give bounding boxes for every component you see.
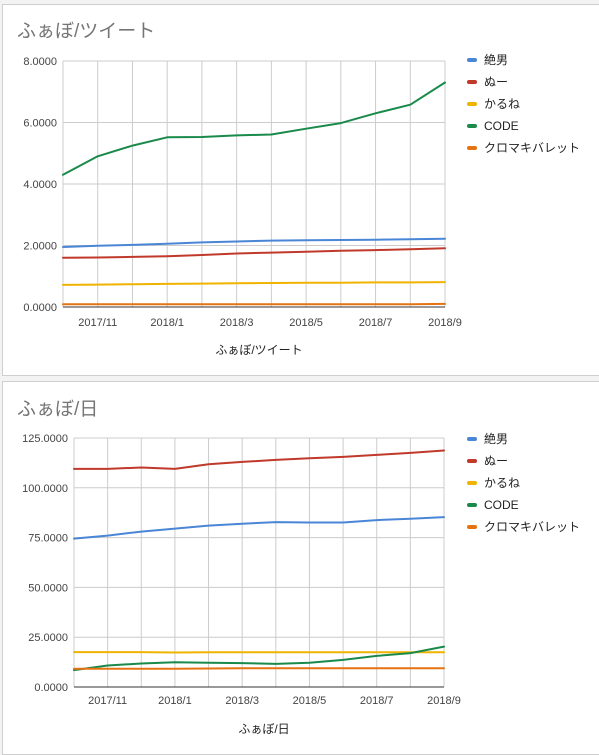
series-line-絶男 bbox=[62, 237, 446, 248]
legend-label: ぬー bbox=[484, 454, 508, 468]
x-axis-label: ふぁぼ/ツイート bbox=[215, 343, 302, 357]
y-tick-label: 75.0000 bbox=[28, 533, 68, 545]
x-tick-label: 2018/9 bbox=[427, 695, 461, 707]
chart-favs-per-day: ふぁぼ/日 0.0000 25.0000 50.0000 75.0000 100.0000… bbox=[17, 398, 580, 736]
y-tick-label: 25.0000 bbox=[28, 632, 68, 644]
y-tick-label: 8.0000 bbox=[23, 56, 57, 68]
legend-swatch bbox=[467, 437, 477, 441]
series-line-絶男 bbox=[73, 516, 445, 540]
x-tick-label: 2018/7 bbox=[359, 317, 393, 329]
legend-label: CODE bbox=[484, 498, 519, 512]
y-tick-label: 6.0000 bbox=[23, 118, 57, 130]
x-tick-label: 2017/11 bbox=[88, 695, 127, 707]
legend-swatch bbox=[467, 80, 477, 84]
chart-card-favs-per-tweet[interactable]: ふぁぼ/ツイート 0.0000 2.0000 4.0000 6.0000 8.0000 20… bbox=[2, 4, 599, 376]
x-axis-label: ふぁぼ/日 bbox=[238, 722, 289, 736]
legend-label: かるね bbox=[484, 97, 520, 111]
legend-swatch bbox=[467, 525, 477, 529]
series-line-ぬー bbox=[62, 247, 446, 259]
series-line-CODE bbox=[62, 81, 446, 176]
x-tick-label: 2018/9 bbox=[428, 317, 462, 329]
x-tick-label: 2018/5 bbox=[289, 317, 323, 329]
chart-card-favs-per-day[interactable]: ふぁぼ/日 0.0000 25.0000 50.0000 75.0000 100.0000… bbox=[2, 381, 599, 755]
series-line-ぬー bbox=[73, 449, 445, 470]
legend-swatch bbox=[467, 503, 477, 507]
chart-title: ふぁぼ/ツイート bbox=[17, 20, 155, 42]
series-line-CODE bbox=[73, 645, 445, 672]
x-tick-label: 2018/7 bbox=[360, 695, 394, 707]
legend-swatch bbox=[467, 124, 477, 128]
legend-label: 絶男 bbox=[484, 431, 508, 446]
y-tick-label: 125.0000 bbox=[22, 433, 68, 445]
legend-swatch bbox=[467, 459, 477, 463]
x-tick-label: 2018/3 bbox=[220, 317, 254, 329]
legend-label: 絶男 bbox=[484, 52, 508, 67]
legend-swatch bbox=[467, 102, 477, 106]
legend-label: クロマキバレット bbox=[484, 141, 580, 155]
chart-favs-per-tweet: ふぁぼ/ツイート 0.0000 2.0000 4.0000 6.0000 8.0000 20… bbox=[17, 20, 580, 357]
chart-title: ふぁぼ/日 bbox=[17, 398, 98, 420]
legend-swatch bbox=[467, 481, 477, 485]
legend-label: クロマキバレット bbox=[484, 520, 580, 534]
x-tick-label: 2017/11 bbox=[78, 317, 117, 329]
y-tick-label: 100.0000 bbox=[22, 483, 68, 495]
y-tick-label: 0.0000 bbox=[34, 682, 68, 694]
series-line-かるね bbox=[62, 281, 446, 286]
x-tick-label: 2018/3 bbox=[225, 695, 259, 707]
y-tick-label: 50.0000 bbox=[28, 582, 68, 594]
x-tick-label: 2018/1 bbox=[158, 695, 192, 707]
y-tick-label: 0.0000 bbox=[23, 302, 57, 314]
legend-label: かるね bbox=[484, 476, 520, 490]
x-tick-label: 2018/5 bbox=[293, 695, 327, 707]
x-tick-label: 2018/1 bbox=[150, 317, 184, 329]
legend-label: ぬー bbox=[484, 75, 508, 89]
y-tick-label: 4.0000 bbox=[23, 179, 57, 191]
legend-swatch bbox=[467, 146, 477, 150]
y-tick-label: 2.0000 bbox=[23, 241, 57, 253]
legend-label: CODE bbox=[484, 119, 519, 133]
legend-swatch bbox=[467, 58, 477, 62]
